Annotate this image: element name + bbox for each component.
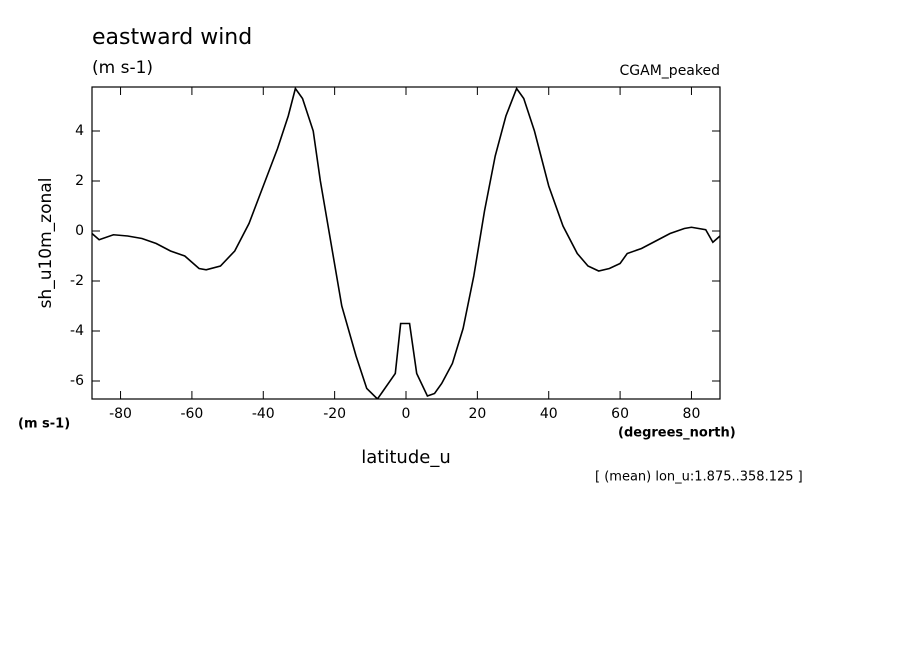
x-tick-label: -20 bbox=[323, 406, 346, 422]
x-tick-label: 60 bbox=[611, 406, 629, 422]
plot-frame bbox=[91, 86, 721, 400]
x-tick-label: -80 bbox=[109, 406, 132, 422]
y-tick-label: 0 bbox=[75, 223, 84, 239]
x-units: (degrees_north) bbox=[618, 426, 736, 441]
note: [ (mean) lon_u:1.875..358.125 ] bbox=[595, 470, 803, 485]
x-tick-label: 20 bbox=[468, 406, 486, 422]
y-tick-label: -6 bbox=[70, 373, 84, 389]
x-axis-label: latitude_u bbox=[361, 447, 450, 468]
y-axis-label: sh_u10m_zonal bbox=[36, 178, 56, 309]
dataset: CGAM_peaked bbox=[620, 63, 720, 79]
y-tick-label: 2 bbox=[75, 173, 84, 189]
chart-title: eastward wind bbox=[92, 25, 252, 50]
units: (m s-1) bbox=[92, 58, 153, 78]
y-tick-label: -2 bbox=[70, 273, 84, 289]
y-tick-label: -4 bbox=[70, 323, 84, 339]
y-units: (m s-1) bbox=[18, 417, 70, 432]
x-tick-label: -60 bbox=[180, 406, 203, 422]
x-tick-label: 0 bbox=[402, 406, 411, 422]
x-tick-label: 40 bbox=[540, 406, 558, 422]
x-tick-label: -40 bbox=[252, 406, 275, 422]
data-line bbox=[92, 87, 720, 399]
y-tick-label: 4 bbox=[75, 123, 84, 139]
x-tick-label: 80 bbox=[683, 406, 701, 422]
